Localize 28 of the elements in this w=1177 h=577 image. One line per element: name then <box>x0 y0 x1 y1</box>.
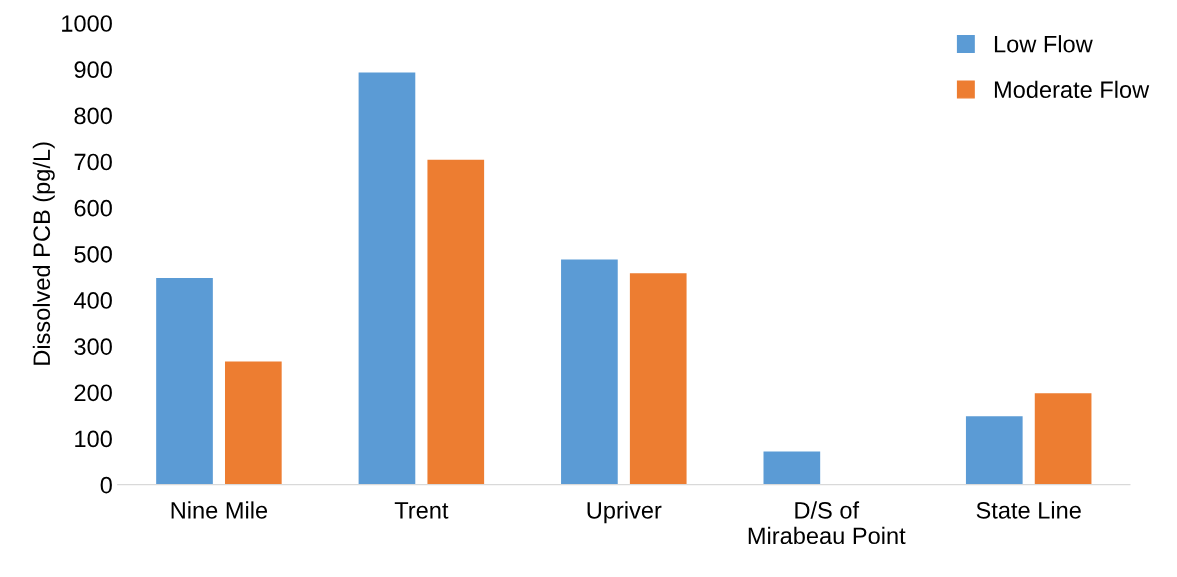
bar <box>629 273 687 485</box>
legend-label: Low Flow <box>994 35 1093 53</box>
y-tick-label: 600 <box>74 199 112 217</box>
y-tick-label: 800 <box>74 107 112 125</box>
bar <box>427 159 485 485</box>
bar <box>225 361 282 485</box>
y-tick-label: 300 <box>74 338 112 355</box>
y-tick-label: 900 <box>74 61 112 79</box>
y-tick-label: 700 <box>74 153 112 171</box>
bar <box>358 72 416 485</box>
y-tick-label: 400 <box>73 292 112 309</box>
y-tick-label: 0 <box>100 476 112 494</box>
y-axis-title: Dissolved PCB (pg/L) <box>32 142 55 365</box>
y-tick-label: 200 <box>74 384 112 402</box>
x-tick-label: Trent <box>394 502 449 519</box>
bar <box>965 416 1023 485</box>
bar <box>763 451 821 485</box>
bar <box>1034 393 1092 485</box>
x-tick-label: State Line <box>976 501 1081 519</box>
bar <box>561 259 618 485</box>
x-tick-label: Nine Mile <box>171 501 268 519</box>
legend-label: Moderate Flow <box>994 80 1150 99</box>
bar <box>156 277 213 485</box>
x-tick-label: D/S of Mirabeau Point <box>748 501 906 545</box>
x-tick-label: Upriver <box>587 501 662 524</box>
y-tick-label: 1000 <box>62 15 112 32</box>
y-tick-label: 100 <box>75 430 112 448</box>
y-tick-label: 500 <box>74 245 112 263</box>
